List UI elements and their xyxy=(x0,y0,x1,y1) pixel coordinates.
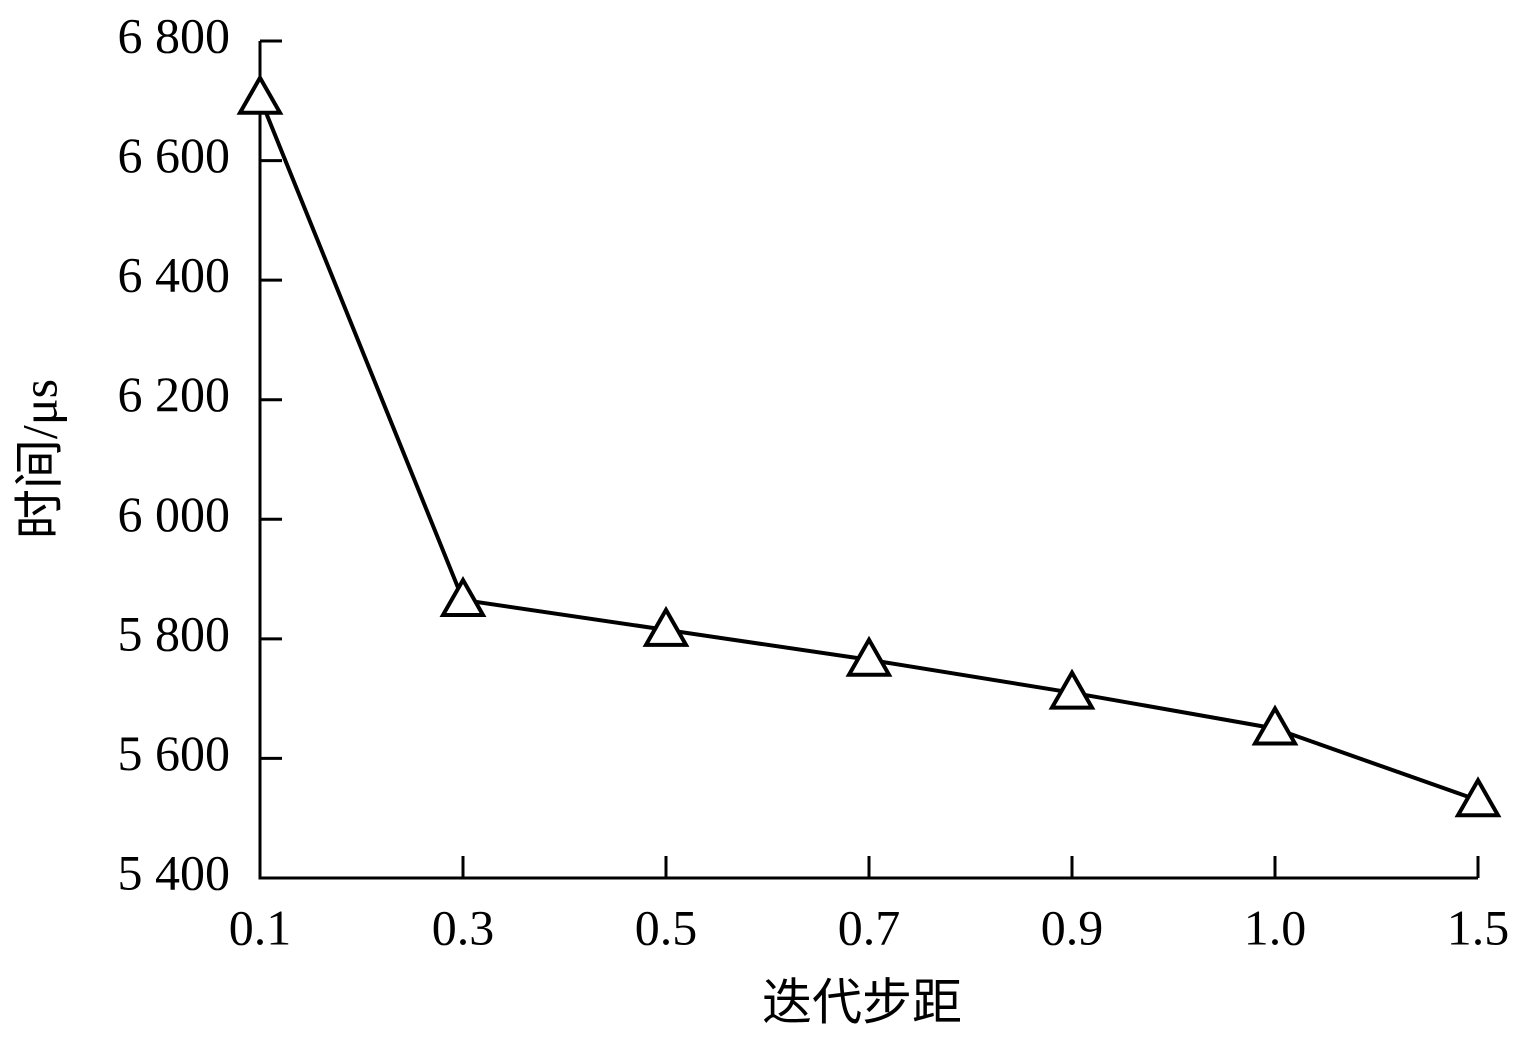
marker xyxy=(236,73,284,115)
x-tick-label: 0.5 xyxy=(635,899,698,955)
x-tick-label: 0.7 xyxy=(838,899,901,955)
y-tick-label: 5 400 xyxy=(118,844,231,900)
y-tick-label: 6 800 xyxy=(118,7,231,63)
y-tick-label: 5 800 xyxy=(118,605,231,661)
marker xyxy=(642,605,690,647)
x-tick-label: 1.5 xyxy=(1447,899,1510,955)
marker xyxy=(1454,776,1502,818)
x-tick-label: 1.0 xyxy=(1244,899,1307,955)
y-tick-label: 6 000 xyxy=(118,486,231,542)
axes xyxy=(258,41,1478,880)
marker xyxy=(845,635,893,677)
y-tick-label: 6 200 xyxy=(118,366,231,422)
y-tick-label: 5 600 xyxy=(118,725,231,781)
x-tick-label: 0.9 xyxy=(1041,899,1104,955)
x-tick-label: 0.3 xyxy=(432,899,495,955)
line xyxy=(258,97,1479,803)
x-axis-label: 迭代步距 xyxy=(762,974,962,1030)
x-tick-label: 0.1 xyxy=(229,899,292,955)
marker xyxy=(1048,668,1096,710)
y-tick-label: 6 600 xyxy=(118,127,231,183)
y-axis-label: 时间/μs xyxy=(11,379,67,539)
y-tick-label: 6 400 xyxy=(118,247,231,303)
marker xyxy=(1251,704,1299,746)
marker xyxy=(439,575,487,617)
